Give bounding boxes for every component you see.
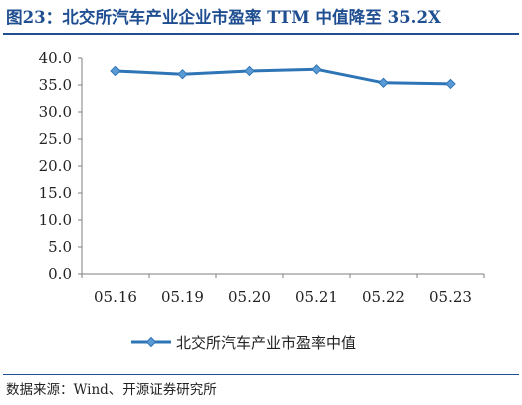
x-tick-label: 05.16: [94, 288, 137, 306]
y-tick-label: 40.0: [39, 49, 72, 67]
figure-title: 图23：北交所汽车产业企业市盈率 TTM 中值降至 35.2X: [6, 7, 441, 27]
data-point: [110, 65, 121, 77]
data-point: [378, 77, 389, 89]
x-tick-label: 05.21: [295, 288, 338, 306]
legend-label: 北交所汽车产业市盈率中值: [176, 334, 356, 352]
series-line: [115, 67, 451, 86]
chart-area: 0.0 5.0 10.0 15.0 20.0 25.0 30.0 35.0 40.0 05.16…: [0, 36, 522, 366]
y-tick-label: 0.0: [48, 265, 72, 283]
x-tick-label: 05.23: [429, 288, 472, 306]
line-chart: 0.0 5.0 10.0 15.0 20.0 25.0 30.0 35.0 40.0 05.16…: [39, 49, 485, 352]
data-point: [177, 68, 188, 80]
source-rule: [3, 374, 519, 375]
data-point: [244, 65, 255, 77]
x-tick-label: 05.22: [362, 288, 405, 306]
y-tick-label: 25.0: [39, 130, 72, 148]
source-note: 数据来源：Wind、开源证券研究所: [6, 382, 217, 398]
series: [110, 64, 456, 90]
y-tick-label: 30.0: [39, 103, 72, 121]
legend: 北交所汽车产业市盈率中值: [131, 334, 356, 352]
title-rule: [3, 33, 519, 35]
y-tick-label: 20.0: [39, 157, 72, 175]
y-tick-label: 35.0: [39, 76, 72, 94]
legend-swatch-marker: [145, 336, 157, 348]
y-tick-label: 15.0: [39, 184, 72, 202]
data-point: [445, 78, 456, 90]
y-tick-label: 10.0: [39, 211, 72, 229]
y-tick-label: 5.0: [48, 238, 72, 256]
data-point: [311, 64, 322, 75]
x-tick-label: 05.20: [228, 288, 271, 306]
x-tick-label: 05.19: [161, 288, 204, 306]
x-axis: 05.16 05.19 05.20 05.21 05.22 05.23: [81, 273, 485, 306]
y-axis: 0.0 5.0 10.0 15.0 20.0 25.0 30.0 35.0 40.0: [39, 49, 83, 283]
